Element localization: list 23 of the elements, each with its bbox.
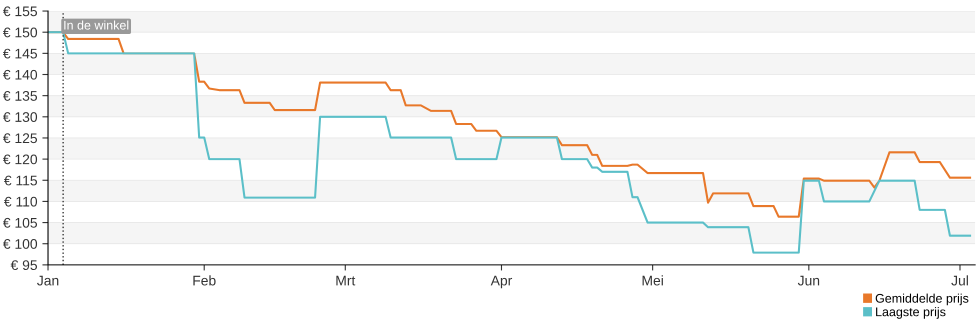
x-tick-label: Jan [37, 276, 58, 286]
y-tick-label: € 130 [2, 112, 38, 122]
legend-label: Laagste prijs [876, 307, 946, 319]
x-tick-label: Mei [642, 275, 663, 286]
y-tick-label: € 120 [2, 154, 38, 164]
y-tick-label: € 125 [2, 133, 38, 144]
y-tick-label: € 155 [2, 6, 38, 16]
y-tick-label: € 95 [10, 260, 38, 270]
y-tick-label: € 100 [2, 239, 38, 249]
ref-line-label: In de winkel [64, 20, 128, 30]
y-tick-label: € 105 [2, 218, 38, 228]
x-tick-label: Jul [951, 275, 968, 286]
legend-label: Gemiddelde prijs [876, 294, 968, 306]
x-tick-label: Jun [798, 276, 820, 286]
y-tick-label: € 110 [4, 196, 38, 207]
x-tick-label: Mrt [336, 276, 356, 286]
y-tick-label: € 145 [2, 48, 38, 59]
y-tick-label: € 115 [4, 176, 38, 186]
y-tick-label: € 135 [2, 90, 38, 101]
y-tick-label: € 140 [2, 70, 38, 80]
x-tick-label: Feb [193, 275, 216, 286]
x-tick-label: Apr [490, 276, 512, 288]
y-tick-label: € 150 [2, 28, 38, 38]
